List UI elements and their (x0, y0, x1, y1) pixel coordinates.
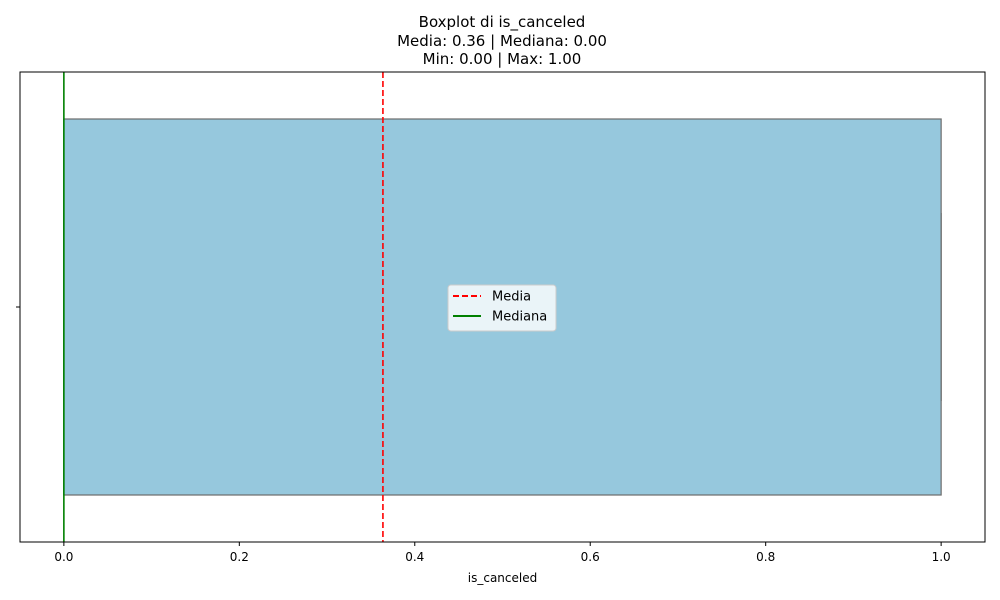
legend-label-mediana: Mediana (492, 310, 547, 325)
x-tick-label: 0.0 (54, 550, 73, 564)
chart-title-line-3: Min: 0.00 | Max: 1.00 (423, 50, 582, 68)
x-tick-label: 0.2 (230, 550, 249, 564)
x-tick-label: 1.0 (932, 550, 951, 564)
legend-label-media: Media (492, 290, 531, 305)
x-tick-label: 0.6 (581, 550, 600, 564)
x-axis-label: is_canceled (468, 571, 537, 585)
legend: Media Mediana (447, 284, 557, 332)
x-tick-label: 0.8 (756, 550, 775, 564)
chart-title-line-2: Media: 0.36 | Mediana: 0.00 (397, 32, 607, 50)
chart-title-line-1: Boxplot di is_canceled (419, 13, 586, 32)
x-tick-label: 0.4 (405, 550, 424, 564)
x-axis-ticks: 0.0 0.2 0.4 0.6 0.8 1.0 (54, 542, 951, 564)
chart-title: Boxplot di is_canceled Media: 0.36 | Med… (397, 13, 607, 68)
